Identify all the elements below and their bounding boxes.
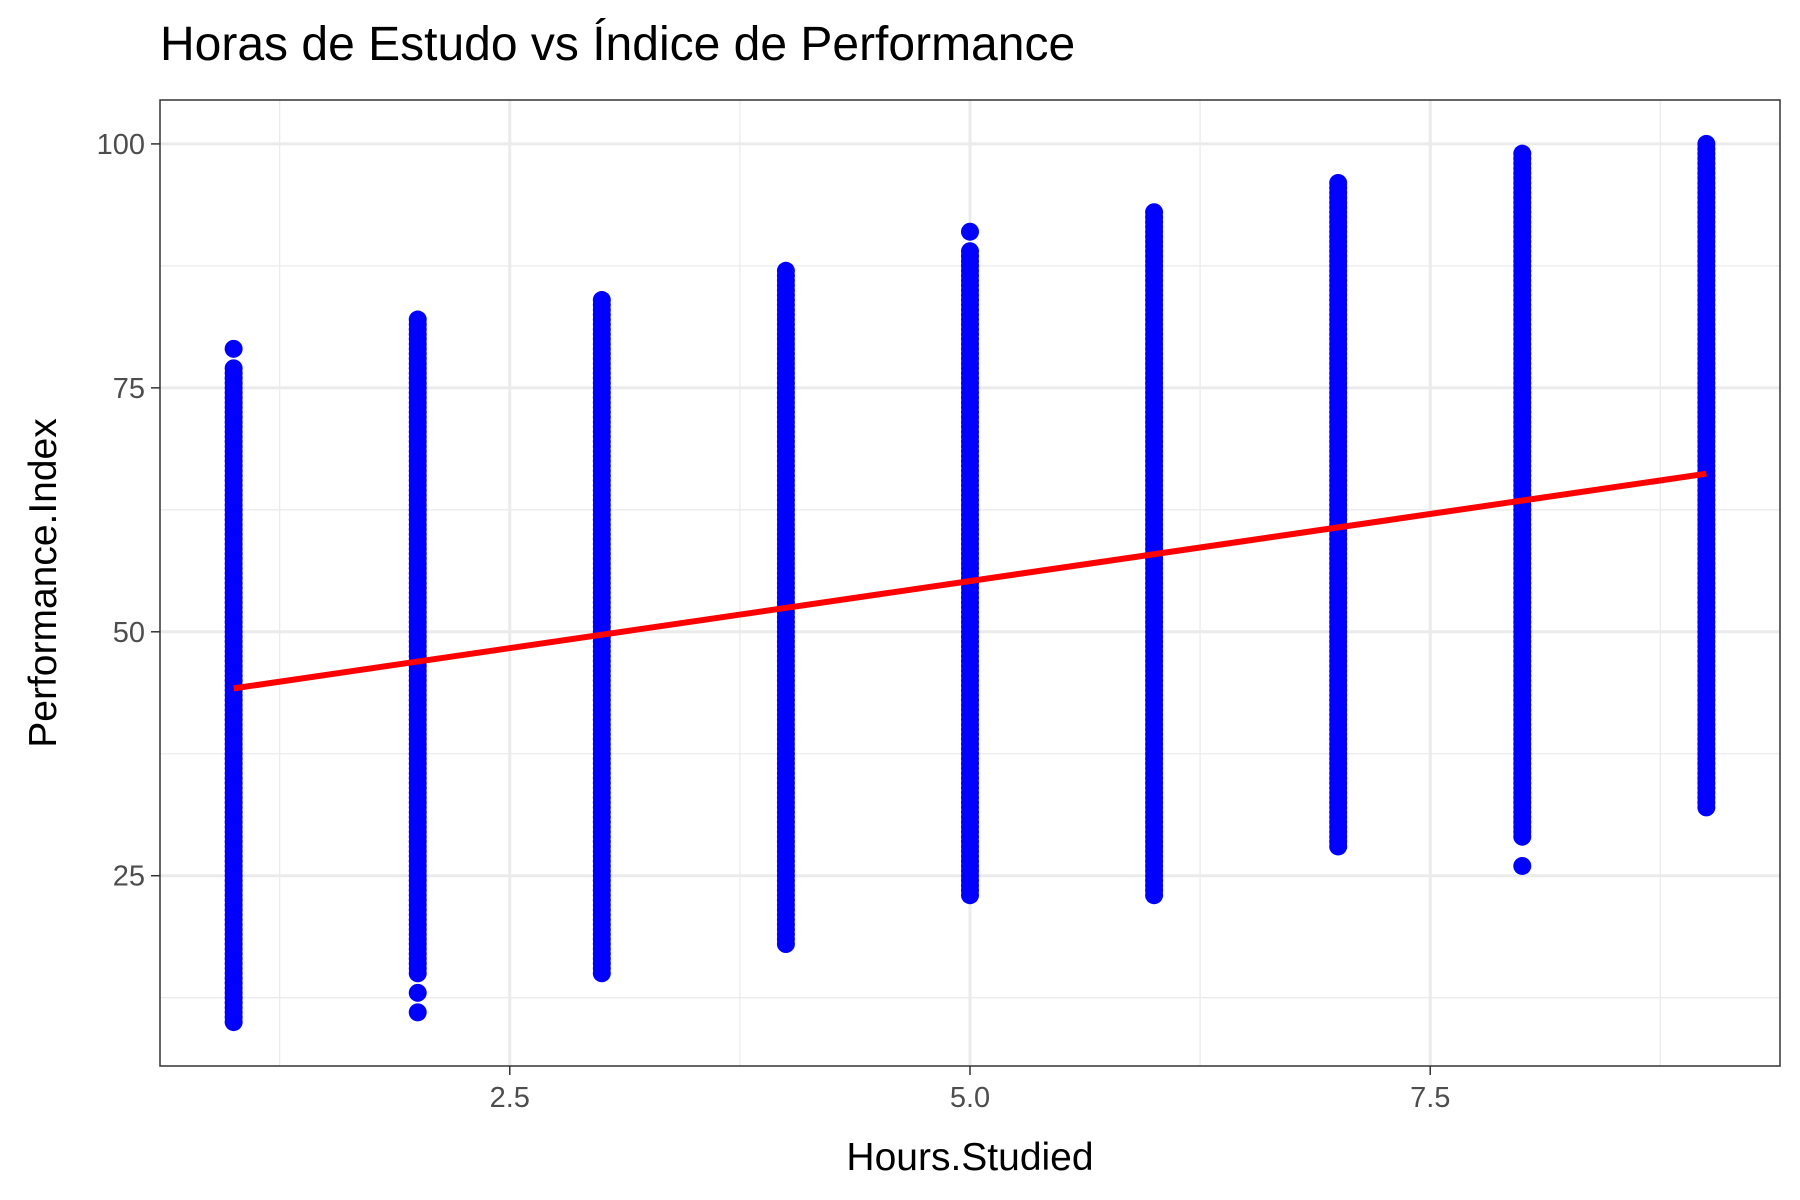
point-column — [1145, 203, 1164, 905]
regression-line-group — [233, 470, 1707, 692]
data-point — [961, 242, 979, 261]
point-column — [776, 261, 795, 954]
data-point-outlier — [408, 1003, 427, 1022]
x-tick-label: 2.5 — [490, 1082, 530, 1114]
y-tick-label: 100 — [97, 129, 145, 161]
data-point — [776, 261, 795, 280]
point-column — [1513, 144, 1532, 875]
data-points — [224, 134, 1716, 1032]
y-tick-label: 50 — [113, 617, 145, 649]
data-point-outlier — [408, 983, 427, 1002]
data-point — [224, 359, 243, 378]
point-column — [1329, 173, 1348, 856]
y-tick-label: 25 — [113, 861, 145, 893]
x-tick-label: 5.0 — [950, 1082, 990, 1114]
point-column — [224, 339, 243, 1032]
data-point-outlier — [224, 339, 243, 358]
axis-ticks: 2.5 5.0 7.5 25 50 75 100 — [97, 129, 1451, 1114]
regression-line — [233, 470, 1707, 692]
point-column — [592, 291, 611, 983]
data-point — [592, 291, 611, 310]
point-column — [1697, 134, 1716, 817]
data-point-outlier — [1513, 856, 1532, 875]
point-column — [408, 310, 427, 1022]
data-point — [1145, 203, 1164, 222]
x-tick-label: 7.5 — [1410, 1082, 1450, 1114]
data-point-outlier — [961, 222, 979, 241]
data-point — [1513, 144, 1532, 163]
x-axis-label: Hours.Studied — [846, 1136, 1093, 1179]
data-point — [1697, 134, 1716, 153]
y-tick-label: 75 — [113, 373, 145, 405]
data-point — [408, 310, 427, 329]
point-column — [961, 222, 979, 905]
chart-title: Horas de Estudo vs Índice de Performance — [160, 18, 1075, 71]
data-point — [1329, 173, 1348, 192]
y-axis-label: Performance.Index — [22, 418, 65, 748]
